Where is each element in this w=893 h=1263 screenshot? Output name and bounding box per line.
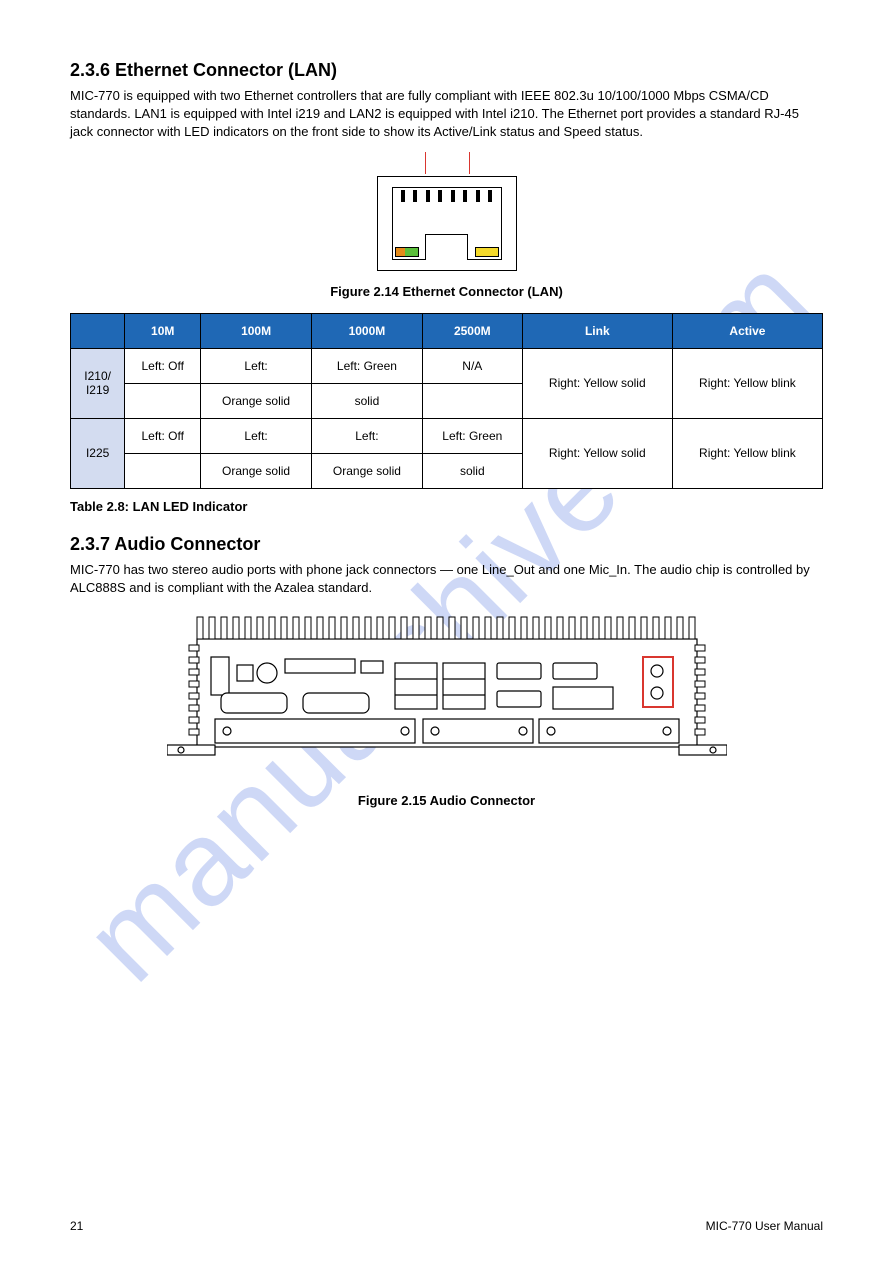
th-active: Active [672,313,822,348]
figure-lan-caption: Figure 2.14 Ethernet Connector (LAN) [70,284,823,299]
table-cell: Left: Off [125,418,201,453]
table-cell: solid [422,453,522,488]
table-cell: Left: Green [312,348,423,383]
table-cell: Orange solid [201,453,312,488]
row-label: I210/I219 [71,348,125,418]
rj45-right-led-icon [475,247,499,257]
table-cell: Left: [201,348,312,383]
lan-led-table-caption: Table 2.8: LAN LED Indicator [70,499,823,514]
page-number: 21 [70,1219,83,1233]
section-audio-text: MIC-770 has two stereo audio ports with … [70,561,823,597]
row-label: I225 [71,418,125,488]
figure-lan [70,152,823,274]
table-cell: Left: [201,418,312,453]
table-cell: N/A [422,348,522,383]
table-cell: Orange solid [312,453,423,488]
page-footer: 21 MIC-770 User Manual [70,1219,823,1233]
table-cell-link: Right: Yellow solid [522,348,672,418]
th-blank [71,313,125,348]
figure-audio-caption: Figure 2.15 Audio Connector [70,793,823,808]
table-header-row: 10M 100M 1000M 2500M Link Active [71,313,823,348]
table-cell-active: Right: Yellow blink [672,348,822,418]
table-cell: Orange solid [201,383,312,418]
table-cell-link: Right: Yellow solid [522,418,672,488]
rj45-left-led-icon [395,247,419,257]
section-audio-heading: 2.3.7 Audio Connector [70,534,823,555]
table-cell: Left: [312,418,423,453]
table-cell [422,383,522,418]
section-lan-text: MIC-770 is equipped with two Ethernet co… [70,87,823,142]
table-row: I210/I219Left: OffLeft:Left: GreenN/ARig… [71,348,823,383]
rj45-pin-leaders [377,152,517,176]
table-cell [125,453,201,488]
lan-led-table: 10M 100M 1000M 2500M Link Active I210/I2… [70,313,823,489]
th-10m: 10M [125,313,201,348]
th-100m: 100M [201,313,312,348]
table-cell [125,383,201,418]
th-link: Link [522,313,672,348]
section-lan: 2.3.6 Ethernet Connector (LAN) MIC-770 i… [70,60,823,514]
manual-title: MIC-770 User Manual [706,1219,823,1233]
table-cell: Left: Green [422,418,522,453]
section-audio: 2.3.7 Audio Connector MIC-770 has two st… [70,534,823,808]
figure-audio-chassis [167,607,727,787]
th-2500m: 2500M [422,313,522,348]
table-row: I225Left: OffLeft:Left:Left: GreenRight:… [71,418,823,453]
table-cell-active: Right: Yellow blink [672,418,822,488]
table-cell: solid [312,383,423,418]
section-lan-heading: 2.3.6 Ethernet Connector (LAN) [70,60,823,81]
rj45-connector-drawing [377,176,517,271]
th-1000m: 1000M [312,313,423,348]
table-cell: Left: Off [125,348,201,383]
